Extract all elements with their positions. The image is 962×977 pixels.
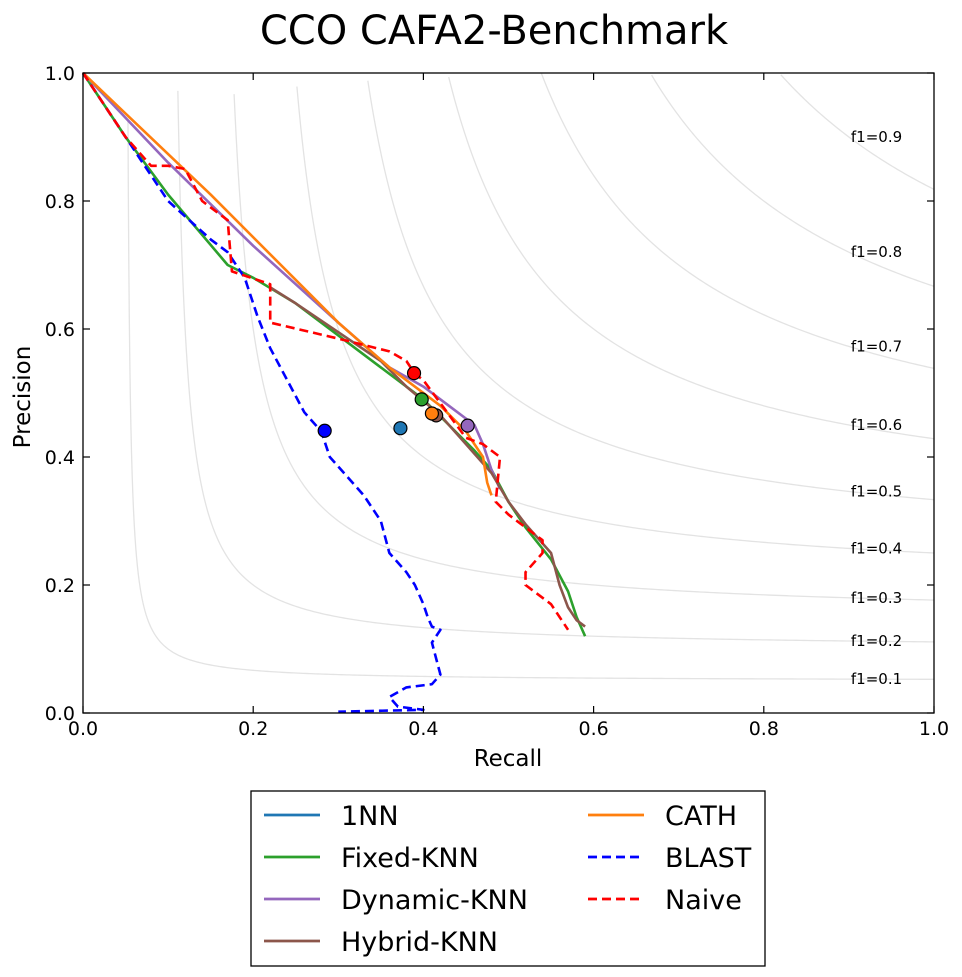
iso-f1-label: f1=0.6: [851, 416, 902, 434]
max-point-1nn: [393, 421, 408, 436]
x-axis-label: Recall: [474, 746, 543, 772]
iso-f1-label: f1=0.7: [851, 337, 902, 355]
x-tick-label: 1.0: [919, 718, 949, 740]
max-point-fixed-knn: [414, 392, 429, 407]
legend-box: [250, 790, 766, 967]
iso-f1-curve: [233, 94, 935, 601]
series-line-hybrid-knn: [269, 286, 586, 628]
legend-label-cath: CATH: [665, 801, 737, 832]
x-tick-label: 0.4: [408, 718, 438, 740]
y-tick-label: 0.4: [45, 447, 75, 469]
y-tick-label: 0.8: [45, 191, 75, 213]
iso-f1-label: f1=0.2: [851, 632, 902, 650]
chart-title: CCO CAFA2-Benchmark: [260, 8, 729, 54]
iso-f1-curve: [296, 86, 935, 554]
legend-label-fixed-knn: Fixed-KNN: [341, 843, 479, 874]
plot-area: f1=0.1 f1=0.2 f1=0.3 f1=0.4 f1=0.5 f1=0.6 f1=0…: [45, 63, 949, 740]
y-tick-label: 0.0: [45, 703, 75, 725]
x-tick-label: 0.2: [238, 718, 268, 740]
iso-f1-curve: [177, 90, 935, 643]
legend-label-blast: BLAST: [665, 843, 752, 874]
iso-f1-curve: [540, 73, 935, 370]
axis-ticks: 0.0 0.2 0.4 0.6 0.8 1.0 0.0 0.2 0.4 0.6 0.8 1.0: [45, 63, 949, 740]
iso-f1-label: f1=0.5: [851, 482, 902, 500]
plot-frame: [82, 72, 935, 714]
max-point-cath: [424, 406, 440, 421]
max-point-dynamic-knn: [460, 418, 475, 433]
legend-label-1nn: 1NN: [341, 801, 399, 832]
iso-f1-curve: [780, 74, 935, 190]
iso-f1-curves: [127, 73, 935, 680]
iso-f1-curve: [367, 80, 935, 501]
iso-f1-label: f1=0.1: [851, 670, 902, 688]
iso-f1-label: f1=0.9: [851, 128, 902, 146]
iso-f1-curve: [127, 120, 935, 680]
max-point-blast: [317, 423, 332, 438]
y-tick-label: 1.0: [45, 63, 75, 85]
series-line-fixed-knn: [81, 72, 587, 637]
x-tick-label: 0.8: [749, 718, 779, 740]
legend-label-hybrid-knn: Hybrid-KNN: [341, 927, 498, 958]
series-line-blast: [81, 72, 442, 714]
y-axis-label: Precision: [10, 346, 36, 449]
max-f1-points: [317, 366, 475, 438]
x-tick-label: 0.6: [578, 718, 608, 740]
iso-f1-curve: [448, 76, 935, 440]
iso-f1-label: f1=0.3: [851, 589, 902, 607]
x-tick-label: 0.0: [68, 718, 98, 740]
iso-f1-curve: [651, 74, 935, 287]
max-point-naive: [406, 366, 422, 381]
series-line-dynamic-knn: [82, 72, 502, 490]
legend-label-naive: Naive: [665, 885, 742, 916]
iso-f1-label: f1=0.4: [851, 539, 902, 557]
y-tick-label: 0.6: [45, 319, 75, 341]
iso-f1-label: f1=0.8: [851, 243, 902, 261]
legend: 1NN Fixed-KNN Dynamic-KNN Hybrid-KNN CATH BLA…: [250, 790, 766, 967]
series-line-naive: [81, 72, 570, 631]
iso-f1-labels: f1=0.1 f1=0.2 f1=0.3 f1=0.4 f1=0.5 f1=0.6 f1=0…: [851, 128, 902, 688]
legend-label-dynamic-knn: Dynamic-KNN: [341, 885, 528, 916]
y-tick-label: 0.2: [45, 575, 75, 597]
